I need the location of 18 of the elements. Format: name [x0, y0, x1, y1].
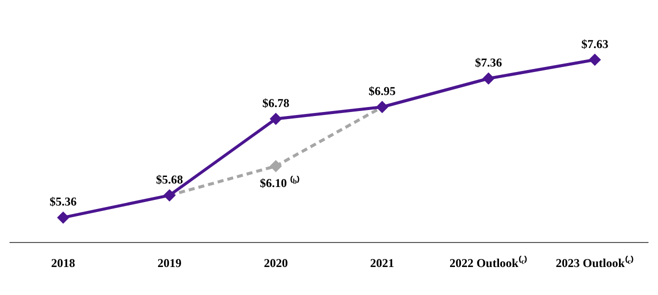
data-label: $5.36 — [50, 194, 77, 209]
data-label: $7.63 — [581, 36, 608, 51]
x-tick-label: 2019 — [158, 256, 182, 270]
data-label: $6.10 ⁽ᵇ⁾ — [260, 175, 300, 190]
data-label: $6.78 — [262, 96, 290, 110]
data-label: $6.95 — [368, 84, 396, 98]
x-tick-label: 2023 Outlook⁽ᶜ⁾ — [556, 254, 634, 270]
x-tick-label: 2021 — [370, 256, 394, 270]
point — [58, 212, 69, 224]
x-tick-label: 2022 Outlook⁽ᶜ⁾ — [449, 254, 528, 270]
point — [589, 54, 600, 66]
x-tick-label: 2020 — [264, 256, 288, 270]
data-label: $7.36 — [475, 56, 502, 70]
point — [270, 160, 282, 172]
point — [270, 113, 282, 124]
point — [483, 73, 494, 84]
data-label: $5.68 — [156, 172, 183, 186]
x-tick-label: 2018 — [51, 256, 76, 270]
